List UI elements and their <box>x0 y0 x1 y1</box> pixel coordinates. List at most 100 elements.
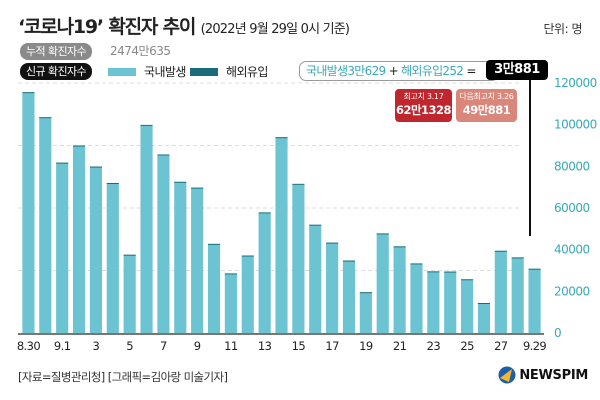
legend-item-domestic: 국내발생 <box>108 63 186 80</box>
y-axis-ticks: 0 20000 40000 60000 80000 100000 120000 <box>554 76 597 340</box>
bar-domestic <box>275 138 288 333</box>
bar-domestic <box>39 118 52 333</box>
bar-domestic <box>140 125 153 334</box>
bar-domestic <box>461 279 474 334</box>
title-subtitle: (2022년 9월 29일 0시 기준) <box>200 22 350 37</box>
new-cases-badge: 신규 확진자수 <box>20 63 93 80</box>
x-tick-label: 17 <box>325 339 339 353</box>
x-tick-label: 3 <box>93 339 100 353</box>
bar-domestic <box>157 155 170 333</box>
cumulative-badge: 누적 확진자수 <box>20 43 93 60</box>
bar-overseas <box>292 183 305 185</box>
total-pointer-line <box>529 80 531 236</box>
bar-overseas <box>427 271 440 273</box>
peak-second-value: 49만881 <box>462 103 511 117</box>
bar-overseas <box>477 303 491 304</box>
legend-item-overseas: 해외유입 <box>190 63 268 80</box>
x-tick-label: 9 <box>194 339 201 353</box>
legend-swatch-overseas <box>190 67 218 76</box>
bar-overseas <box>258 212 271 214</box>
bar-overseas <box>22 92 35 94</box>
bar-domestic <box>89 167 102 334</box>
bar-overseas <box>528 268 541 270</box>
bar-overseas <box>511 257 524 259</box>
bar-domestic <box>326 243 339 333</box>
x-tick-label: 11 <box>224 339 238 353</box>
bar-overseas <box>140 124 153 126</box>
x-tick-label: 7 <box>160 339 167 353</box>
title-main: ‘코로나19’ 확진자 추이 <box>18 16 196 38</box>
bar-domestic <box>511 258 524 333</box>
bar-overseas <box>309 224 322 226</box>
bar-domestic <box>393 246 406 333</box>
x-tick-label: 5 <box>126 339 133 353</box>
bar-overseas <box>72 145 86 147</box>
equation-plus: + <box>388 64 399 78</box>
peak-badge-highest: 최고치 3.17 62만1328 <box>395 89 452 122</box>
y-tick-label: 40000 <box>554 243 590 257</box>
bar-overseas <box>393 246 406 248</box>
legend-label-overseas: 해외유입 <box>226 65 268 79</box>
x-tick-label: 25 <box>460 339 474 353</box>
legend-swatch-domestic <box>108 67 136 76</box>
page-title: ‘코로나19’ 확진자 추이 (2022년 9월 29일 0시 기준) <box>18 12 350 39</box>
bar-overseas <box>56 162 69 164</box>
bar-domestic <box>106 183 119 334</box>
x-tick-label: 9.1 <box>54 339 71 353</box>
x-tick-label: 9.29 <box>523 339 546 353</box>
bar-domestic <box>309 225 322 333</box>
x-tick-label: 13 <box>258 339 272 353</box>
today-equation: 국내발생3만629 + 해외유입252 = <box>299 61 499 81</box>
y-tick-label: 0 <box>554 326 561 340</box>
bar-domestic <box>224 274 237 333</box>
bar-overseas <box>326 242 339 244</box>
today-total-badge: 3만881 <box>486 60 548 80</box>
bar-domestic <box>292 184 305 333</box>
bar-overseas <box>106 183 119 184</box>
bar-domestic <box>494 251 507 333</box>
y-tick-label: 80000 <box>554 159 590 173</box>
y-tick-label: 60000 <box>554 201 590 215</box>
bar-overseas <box>191 187 204 189</box>
source-credit: [자료=질병관리청] [그래픽=김아랑 미술기자] <box>18 370 228 384</box>
bar-overseas <box>241 255 254 257</box>
bar-domestic <box>410 264 423 333</box>
bar-overseas <box>157 154 170 156</box>
x-axis-ticks: 8.30 9.1 3 5 7 9 11 13 15 17 19 21 23 25 27 9.29 <box>17 339 547 353</box>
peak-second-label: 다음최고치 3.26 <box>459 92 514 101</box>
bar-domestic <box>241 256 254 334</box>
bar-overseas <box>207 243 221 245</box>
bar-domestic <box>427 271 440 333</box>
x-tick-label: 23 <box>427 339 441 353</box>
equation-equals: = <box>466 64 476 78</box>
bar-domestic <box>258 213 271 333</box>
newspim-logo-icon <box>498 366 516 384</box>
bar-domestic <box>56 163 69 333</box>
bar-overseas <box>461 279 474 281</box>
legend-label-domestic: 국내발생 <box>144 65 186 79</box>
x-tick-label: 19 <box>359 339 373 353</box>
bar-overseas <box>376 233 389 235</box>
bar-domestic <box>123 255 136 333</box>
bar-domestic <box>342 261 356 334</box>
bar-overseas <box>123 254 136 256</box>
bars <box>22 92 541 334</box>
newspim-logo: NEWSPIM <box>498 366 588 384</box>
bar-overseas <box>410 263 423 265</box>
equation-overseas: 해외유입252 <box>401 64 464 78</box>
bar-domestic <box>376 234 389 333</box>
peak-badge-second: 다음최고치 3.26 49만881 <box>456 89 517 122</box>
newspim-logo-text: NEWSPIM <box>519 367 588 383</box>
y-tick-label: 20000 <box>554 284 590 298</box>
bar-domestic <box>207 244 221 333</box>
cumulative-value: 2474만635 <box>110 44 171 58</box>
bar-domestic <box>174 182 187 334</box>
bar-overseas <box>174 181 187 183</box>
bar-domestic <box>444 272 457 333</box>
peak-highest-value: 62만1328 <box>395 103 452 117</box>
equation-domestic: 국내발생3만629 <box>306 64 386 78</box>
bar-overseas <box>444 271 457 273</box>
bar-domestic <box>477 303 491 334</box>
bar-domestic <box>72 146 86 333</box>
